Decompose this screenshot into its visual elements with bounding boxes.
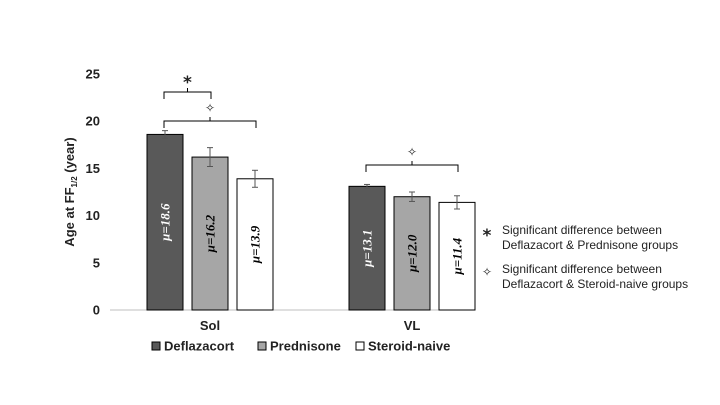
y-tick-label: 5 [93, 255, 100, 270]
y-tick-label: 10 [86, 208, 100, 223]
legend-swatch-prednisone [257, 341, 267, 351]
y-tick-label: 20 [86, 114, 100, 129]
significance-symbol: * [183, 73, 192, 93]
bar-mean-label: μ=13.9 [248, 225, 263, 264]
significance-bracket [365, 161, 459, 172]
bar-mean-label: μ=18.6 [158, 203, 173, 242]
significance-symbol: ✧ [407, 145, 417, 159]
y-tick-label: 15 [86, 161, 100, 176]
significance-bracket [163, 88, 212, 99]
axes: 0 5 10 15 20 25 Age at FF1/2 (year) [62, 67, 470, 318]
legend-swatch-steroid-naive [355, 341, 365, 351]
x-tick-label: VL [404, 318, 421, 333]
bar-deflazacort-sol [146, 133, 184, 311]
bar-mean-label: μ=11.4 [450, 237, 465, 275]
x-tick-label: Sol [200, 318, 220, 333]
note-symbol: ✧ [482, 265, 492, 279]
bar-mean-label: μ=13.1 [360, 229, 375, 267]
significance-brackets: * ✧ ✧ [163, 73, 459, 172]
bar-steroid-naive-vl [438, 201, 476, 311]
bars: μ=18.6 μ=16.2 μ=13.9 Sol μ=13.1 μ=12.0 μ=11.4 V… [146, 130, 476, 333]
note-line: Deflazacort & Steroid-naive groups [502, 277, 688, 291]
bar-mean-label: μ=16.2 [203, 214, 218, 253]
legend-label: Steroid-naive [368, 339, 450, 354]
note-symbol: * [483, 226, 492, 246]
note-line: Significant difference between [502, 262, 662, 276]
significance-bracket [163, 117, 257, 128]
bar-mean-label: μ=12.0 [405, 234, 420, 273]
y-tick-label: 25 [86, 67, 100, 82]
note-line: Significant difference between [502, 223, 662, 237]
y-axis-label: Age at FF1/2 (year) [62, 137, 79, 246]
y-tick-label: 0 [93, 303, 100, 318]
legend-label: Deflazacort [164, 339, 235, 354]
legend: Deflazacort Prednisone Steroid-naive [151, 339, 450, 354]
note-line: Deflazacort & Prednisone groups [502, 238, 678, 252]
bar-prednisone-sol [191, 156, 229, 311]
legend-label: Prednisone [270, 339, 341, 354]
significance-notes: * Significant difference betweenDeflazaco… [482, 223, 688, 291]
significance-symbol: ✧ [205, 101, 215, 115]
legend-swatch-deflazacort [151, 341, 161, 351]
